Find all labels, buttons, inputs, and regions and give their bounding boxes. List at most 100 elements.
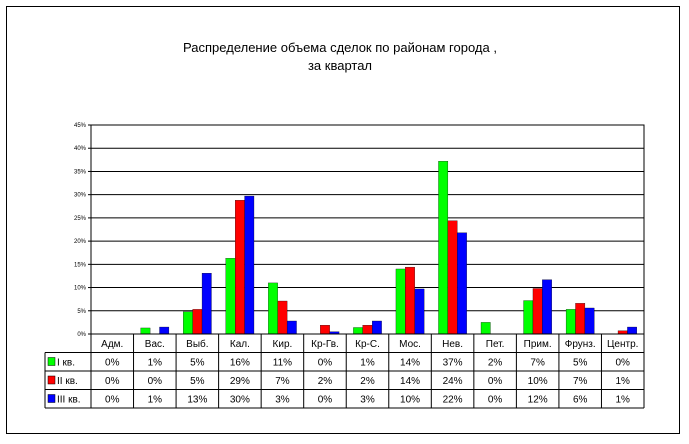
legend-label: II кв. [57, 376, 78, 387]
data-label: 10% [400, 395, 420, 406]
bar [192, 309, 203, 335]
bars [140, 161, 637, 335]
data-label: 3% [275, 395, 290, 406]
category-label: Прим. [524, 339, 552, 350]
data-label: 1% [360, 358, 375, 369]
bar [438, 161, 449, 335]
data-label: 30% [230, 395, 250, 406]
chart-frame [6, 6, 680, 434]
data-label: 7% [573, 376, 588, 387]
y-tick-label: 20% [74, 239, 87, 245]
data-label: 22% [443, 395, 463, 406]
category-label: Кр-С. [355, 339, 380, 350]
data-label: 1% [148, 395, 163, 406]
data-label: 2% [318, 376, 333, 387]
data-label: 0% [105, 358, 120, 369]
y-tick-label: 45% [74, 123, 87, 129]
bar [575, 303, 586, 335]
bar [457, 232, 467, 335]
data-label: 37% [443, 358, 463, 369]
bar [372, 320, 382, 335]
data-label: 7% [530, 358, 545, 369]
bar [268, 282, 278, 335]
data-label: 12% [528, 395, 548, 406]
data-label: 0% [488, 376, 503, 387]
bar [353, 327, 363, 335]
bar [140, 327, 151, 335]
category-label: Центр. [607, 339, 638, 350]
data-label: 5% [190, 376, 205, 387]
y-tick-label: 35% [74, 169, 87, 175]
category-label: Кир. [273, 339, 293, 350]
data-label: 2% [360, 376, 375, 387]
data-table: Адм. Вас. Выб. Кал. Кир. Кр-Гв. Кр-С. Мос. Нев. П… [44, 333, 645, 409]
y-tick-label: 15% [74, 262, 87, 268]
bar [447, 220, 458, 335]
bar [565, 309, 576, 335]
data-label: 1% [616, 376, 631, 387]
legend-label: I кв. [57, 358, 75, 369]
bar [277, 300, 288, 335]
y-tick-label: 30% [74, 193, 87, 199]
data-label: 13% [187, 395, 207, 406]
category-label: Кал. [230, 339, 250, 350]
data-label: 29% [230, 376, 250, 387]
data-label: 0% [105, 395, 120, 406]
category-label: Выб. [186, 338, 208, 350]
data-label: 10% [528, 376, 548, 387]
category-label: Пет. [486, 339, 505, 350]
data-label: 0% [318, 358, 333, 369]
y-axis: 0% 5% 10% 15% 20% 25% 30% 35% 40% 45% [74, 123, 91, 338]
data-label: 16% [230, 358, 250, 369]
bar [532, 288, 543, 335]
plot-area-border [90, 124, 645, 335]
bar [542, 279, 552, 335]
data-label: 0% [318, 395, 333, 406]
bar [414, 288, 425, 335]
category-label: Нев. [442, 339, 463, 350]
bar [183, 311, 193, 335]
bar [159, 326, 170, 335]
data-label: 2% [488, 358, 503, 369]
data-label: 7% [275, 376, 290, 387]
category-label: Вас. [145, 339, 165, 350]
legend-label: III кв. [57, 395, 81, 406]
bar [235, 200, 245, 335]
data-label: 11% [273, 358, 292, 369]
y-tick-label: 25% [74, 216, 87, 222]
gridlines [90, 124, 645, 335]
bar [405, 266, 415, 335]
bar [225, 258, 236, 335]
data-label: 0% [105, 376, 120, 387]
category-label: Мос. [399, 339, 421, 350]
y-tick-label: 5% [77, 309, 86, 315]
category-label: Кр-Гв. [311, 339, 339, 350]
chart-title-line-2: за квартал [308, 58, 372, 73]
category-label: Адм. [101, 339, 123, 350]
y-tick-label: 0% [77, 332, 86, 338]
data-label: 1% [616, 395, 631, 406]
bar [395, 268, 406, 335]
data-label: 0% [488, 395, 503, 406]
data-label: 14% [400, 358, 420, 369]
bar [362, 325, 373, 335]
bar [480, 322, 491, 335]
data-label: 1% [148, 358, 163, 369]
legend-swatch [47, 375, 56, 385]
data-label: 0% [148, 376, 163, 387]
data-label: 5% [573, 358, 588, 369]
legend-swatch [47, 394, 56, 403]
bar [286, 320, 297, 335]
y-tick-label: 10% [74, 286, 87, 292]
bar [584, 307, 595, 335]
bar [320, 325, 330, 335]
bar [627, 326, 637, 335]
data-label: 0% [616, 358, 631, 369]
bar [244, 195, 255, 335]
data-label: 6% [573, 395, 588, 406]
category-label: Фрунз. [565, 339, 596, 350]
legend-swatch [47, 357, 56, 366]
chart-title-line-1: Распределение объема сделок по районам г… [183, 40, 497, 55]
bar [201, 273, 212, 335]
